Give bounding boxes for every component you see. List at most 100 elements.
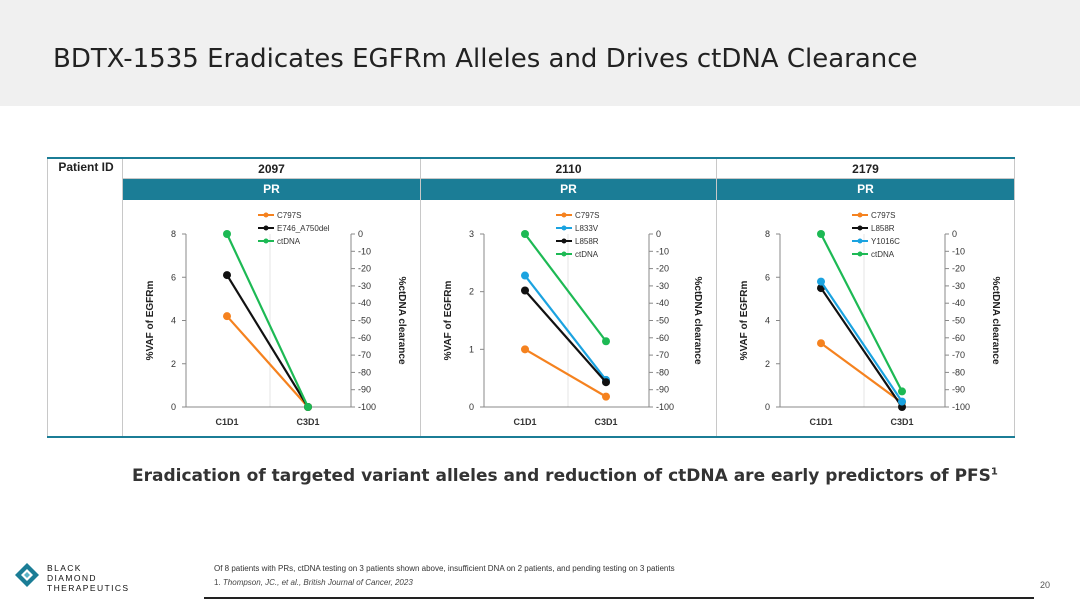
right-tick-label: -70 <box>952 350 965 360</box>
table-row-divider <box>123 178 1015 179</box>
data-point-ctdna <box>898 387 906 396</box>
legend-marker-ctdna <box>561 251 567 257</box>
chart-patient-2110: 0 1 2 3 0 -10 -20 -30 -40 -50 -60 -70 -80 -90 -100 C1D1… <box>443 211 703 427</box>
legend-label: Y1016C <box>871 237 900 246</box>
series-line-l833v <box>524 274 607 381</box>
y-axis-label: %VAF of EGFRm <box>145 280 156 360</box>
data-point-l833v <box>521 271 529 280</box>
response-badge-2097: PR <box>123 179 420 200</box>
y-axis-label: %VAF of EGFRm <box>739 280 750 360</box>
right-tick-label: -80 <box>358 367 371 377</box>
left-tick-label: 3 <box>469 229 474 239</box>
right-tick-label: -30 <box>952 281 965 291</box>
legend-label: C797S <box>575 211 599 220</box>
data-point-c797s <box>817 339 825 348</box>
x-tick-label: C3D1 <box>890 417 913 427</box>
x-tick-label: C3D1 <box>296 417 319 427</box>
chart-patient-2179: 0 2 4 6 8 0 -10 -20 -30 -40 -50 -60 -70 -80 -90 -100 C1D… <box>739 211 1001 427</box>
data-point-ctdna <box>817 230 825 238</box>
page-title: BDTX-1535 Eradicates EGFRm Alleles and D… <box>53 44 918 74</box>
legend-label: E746_A750del <box>277 224 330 233</box>
right-tick-label: -60 <box>952 333 965 343</box>
logo-line-1: BLACK <box>47 563 82 573</box>
right-tick-label: -30 <box>656 281 669 291</box>
series-line-y1016c <box>820 280 903 403</box>
y2-axis-label: %ctDNA clearance <box>990 276 1001 364</box>
table-divider <box>716 159 717 436</box>
right-tick-label: -20 <box>656 264 669 274</box>
right-tick-label: -20 <box>358 264 371 274</box>
right-tick-label: -100 <box>358 402 376 412</box>
y2-axis-label: %ctDNA clearance <box>692 276 703 364</box>
left-tick-label: 6 <box>765 272 770 282</box>
legend-marker-l833v <box>561 225 567 231</box>
y-axis-label: %VAF of EGFRm <box>443 280 454 360</box>
patient-id-2097: 2097 <box>258 162 285 176</box>
patient-id-2110: 2110 <box>555 162 582 176</box>
left-tick-label: 0 <box>469 402 474 412</box>
legend-label: C797S <box>277 211 301 220</box>
left-tick-label: 4 <box>171 316 176 326</box>
data-point-ctdna <box>521 230 529 238</box>
right-tick-label: -90 <box>656 385 669 395</box>
series-line-c797s <box>226 315 309 408</box>
data-point-e746-a750del <box>223 271 231 280</box>
series-line-c797s <box>820 342 903 404</box>
response-badge-2110: PR <box>421 179 716 200</box>
legend-marker-c797s <box>263 212 269 218</box>
right-tick-label: -10 <box>952 246 965 256</box>
right-tick-label: -40 <box>358 298 371 308</box>
legend-label: L858R <box>871 224 895 233</box>
legend-marker-ctdna <box>263 238 269 244</box>
data-point-l858r <box>602 378 610 387</box>
table-divider <box>47 159 48 436</box>
right-tick-label: -10 <box>656 246 669 256</box>
header-bar <box>0 0 1080 106</box>
left-tick-label: 8 <box>171 229 176 239</box>
right-tick-label: -20 <box>952 264 965 274</box>
left-tick-label: 1 <box>469 344 474 354</box>
right-tick-label: -90 <box>952 385 965 395</box>
series-line-e746-a750del <box>226 274 309 408</box>
right-tick-label: -40 <box>656 298 669 308</box>
legend-marker-l858r <box>561 238 567 244</box>
right-tick-label: -80 <box>952 367 965 377</box>
legend-marker-l858r <box>857 225 863 231</box>
table-top-rule <box>47 157 1015 159</box>
logo-line-3: THERAPEUTICS <box>47 583 130 593</box>
key-finding-text: Eradication of targeted variant alleles … <box>132 466 991 486</box>
data-point-ctdna <box>602 337 610 346</box>
data-point-c797s <box>521 345 529 354</box>
data-point-y1016c <box>898 397 906 406</box>
x-tick-label: C1D1 <box>513 417 536 427</box>
data-point-c797s <box>602 392 610 401</box>
series-line-l858r <box>820 287 903 408</box>
right-tick-label: 0 <box>358 229 363 239</box>
data-point-y1016c <box>817 277 825 286</box>
legend-label: ctDNA <box>871 250 895 259</box>
legend-marker-c797s <box>561 212 567 218</box>
right-tick-label: -50 <box>952 316 965 326</box>
data-point-l858r <box>521 286 529 295</box>
footnote-marker: 1 <box>990 466 998 478</box>
legend-marker-c797s <box>857 212 863 218</box>
left-tick-label: 0 <box>765 402 770 412</box>
series-line-ctdna <box>524 233 607 342</box>
right-tick-label: -100 <box>952 402 970 412</box>
data-point-ctdna <box>223 230 231 238</box>
legend-label: L858R <box>575 237 599 246</box>
right-tick-label: -40 <box>952 298 965 308</box>
left-tick-label: 4 <box>765 316 770 326</box>
legend-label: ctDNA <box>277 237 301 246</box>
left-tick-label: 2 <box>171 359 176 369</box>
series-line-ctdna <box>820 233 903 392</box>
chart-patient-2097: 0 2 4 6 8 0 -10 -20 -30 -40 -50 -60 -70 -80 -90 -100 C1D… <box>145 211 407 427</box>
logo-line-2: DIAMOND <box>47 573 97 583</box>
patient-id-label: Patient ID <box>58 160 114 174</box>
data-point-c797s <box>223 312 231 321</box>
right-tick-label: -10 <box>358 246 371 256</box>
left-tick-label: 2 <box>469 287 474 297</box>
diamond-logo-icon <box>15 563 39 587</box>
series-line-ctdna <box>226 233 309 408</box>
key-finding: Eradication of targeted variant alleles … <box>132 466 998 486</box>
